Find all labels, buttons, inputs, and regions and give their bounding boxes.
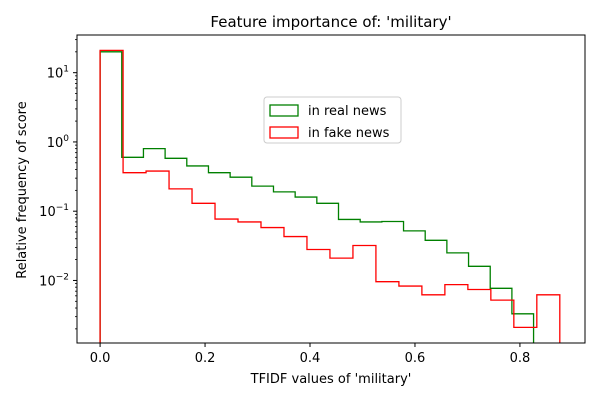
series-step-real-news (99, 51, 535, 343)
y-tick-label: 101 (47, 65, 69, 82)
x-tick-label: 0.4 (300, 351, 321, 366)
x-tick-label: 0.6 (405, 351, 426, 366)
chart-title: Feature importance of: 'military' (210, 13, 451, 31)
series-step-fake-news (99, 49, 561, 343)
y-tick-label: 10−1 (39, 203, 69, 220)
legend-label: in real news (308, 104, 387, 119)
x-tick-label: 0.8 (510, 351, 531, 366)
x-tick-label: 0.0 (90, 351, 111, 366)
x-tick-label: 0.2 (195, 351, 216, 366)
plot-frame (76, 34, 586, 344)
y-axis-label: Relative frequency of score (15, 101, 30, 279)
legend-swatch (269, 104, 299, 117)
y-tick-label: 100 (47, 134, 70, 151)
legend-label: in fake news (308, 126, 390, 141)
legend: in real news in fake news (263, 96, 402, 144)
x-axis-label: TFIDF values of 'military' (250, 372, 412, 387)
legend-swatch (269, 126, 299, 139)
y-tick-label: 10−2 (39, 272, 69, 289)
